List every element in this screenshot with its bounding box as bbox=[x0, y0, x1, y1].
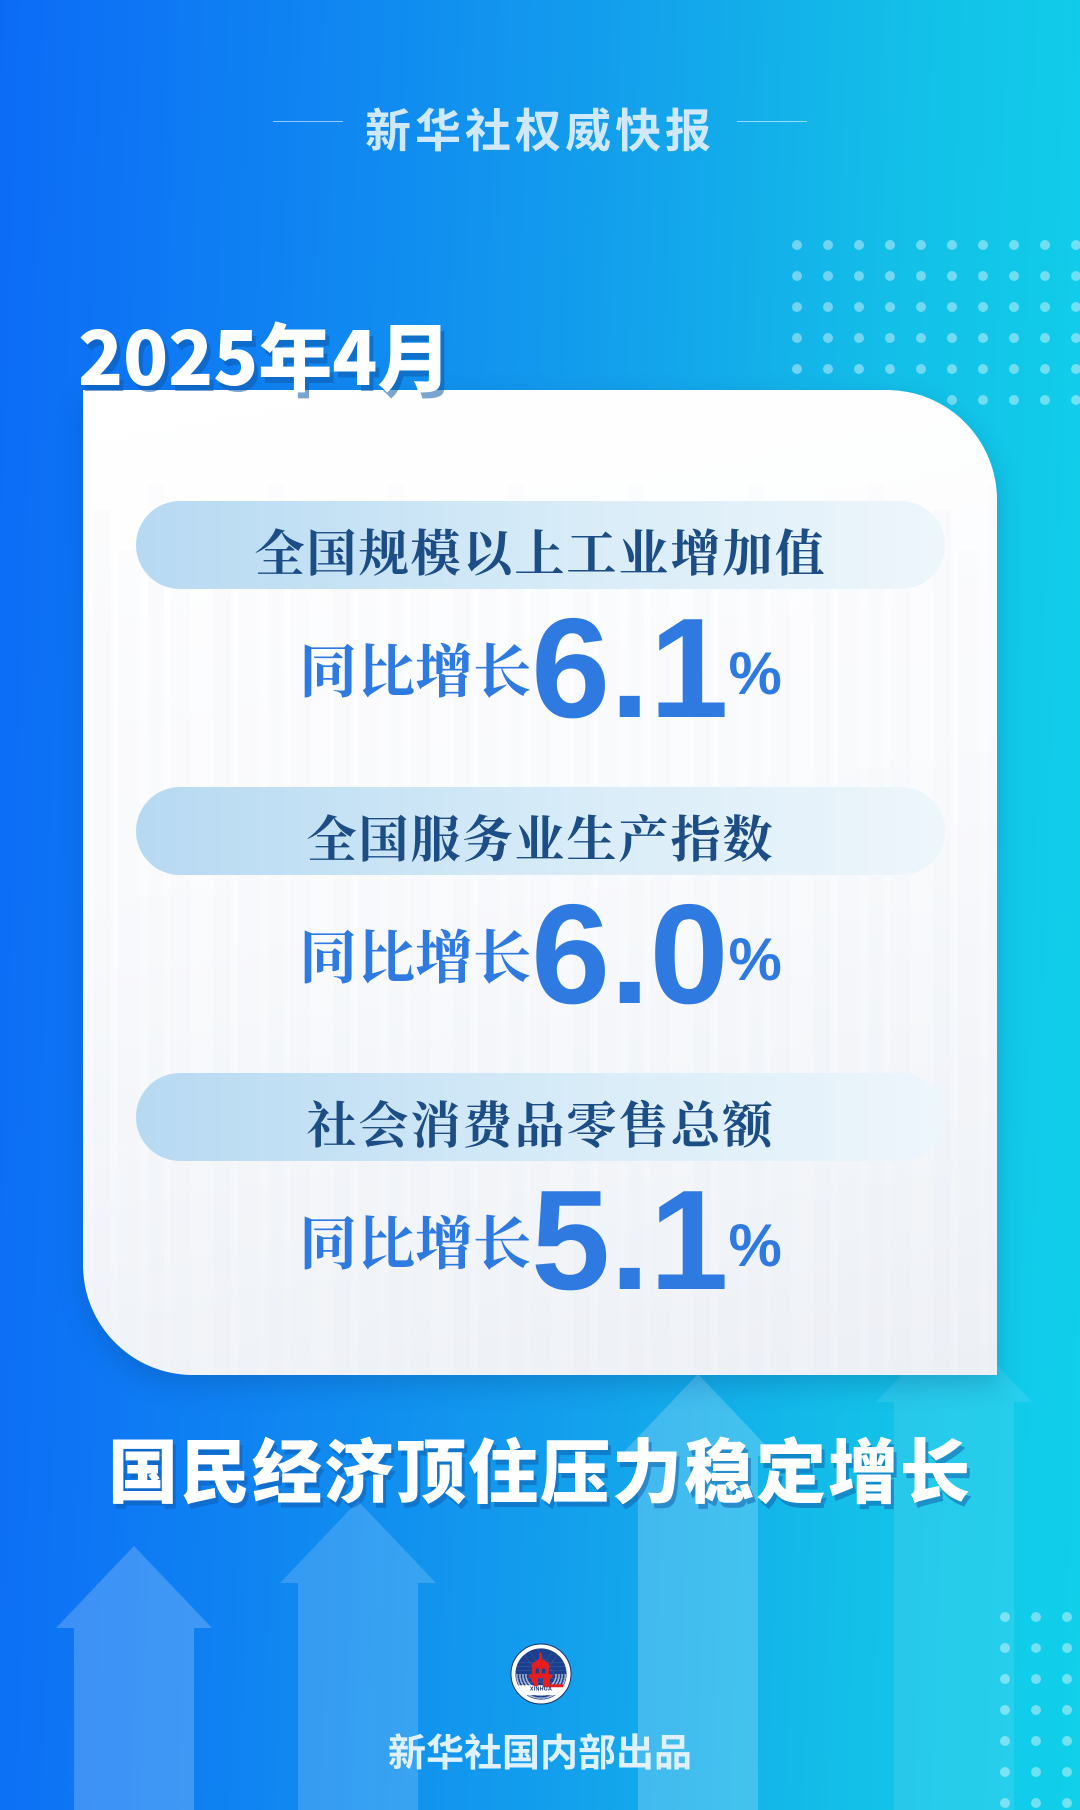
svg-text:XINHUA: XINHUA bbox=[530, 1687, 552, 1693]
